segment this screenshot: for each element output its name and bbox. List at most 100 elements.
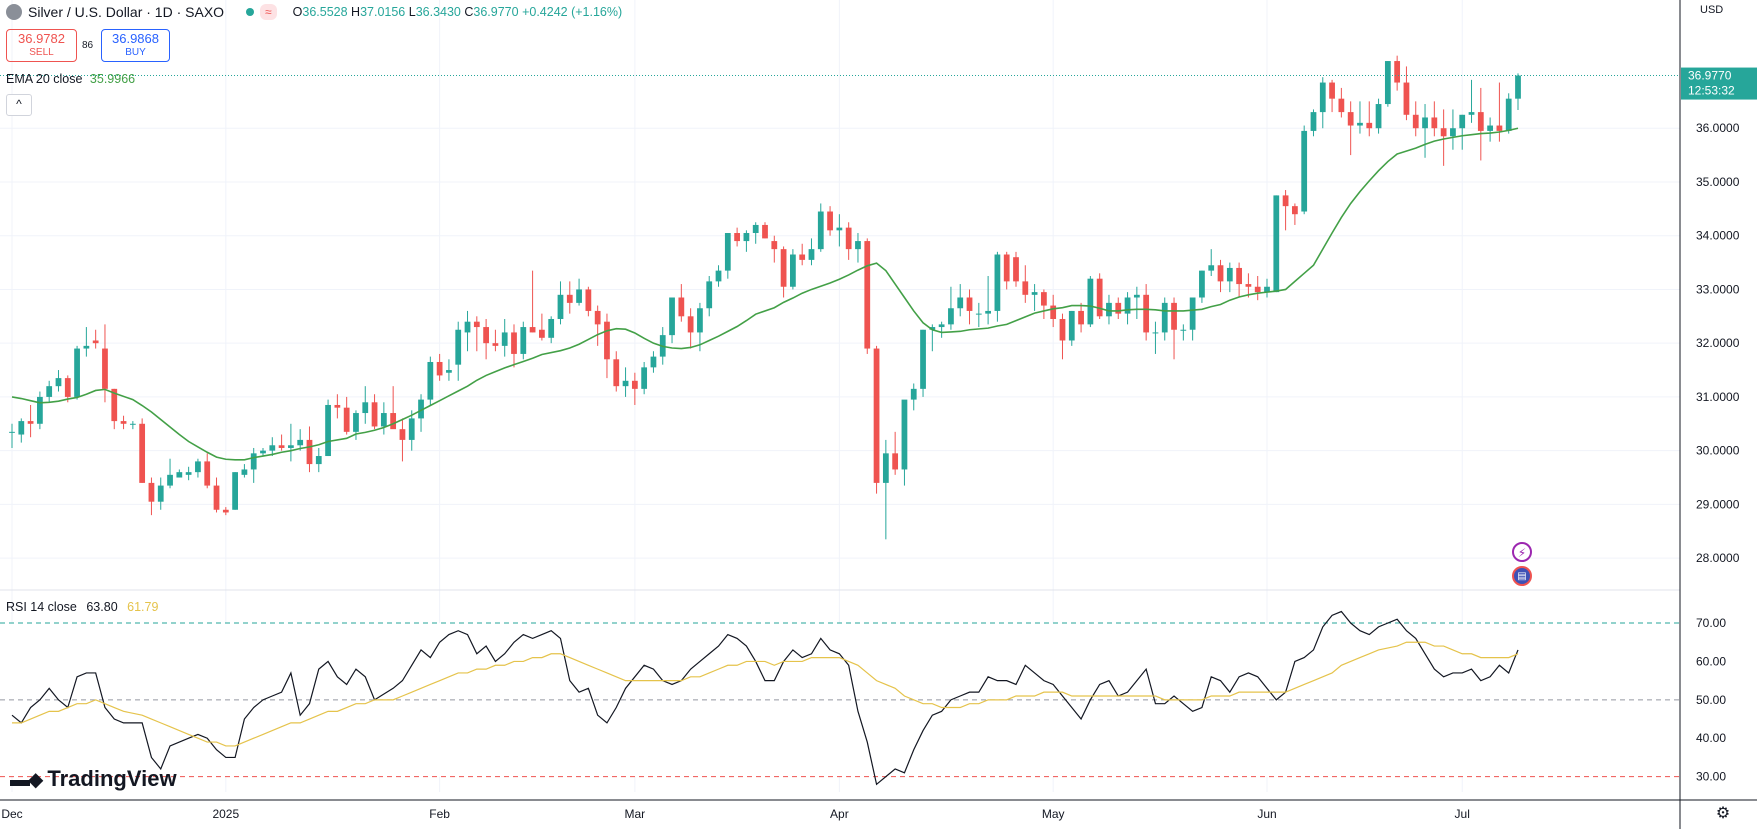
candle-body [855,241,861,250]
candle-body [1310,112,1317,131]
lightning-event-icon[interactable]: ⚡ [1512,542,1532,562]
candle-body [975,313,982,315]
time-tick-label: Jun [1257,807,1276,821]
candle-body [1422,117,1428,129]
high-value: 37.0156 [360,5,406,19]
market-status-icon[interactable] [246,8,255,16]
candle-body [836,227,843,231]
candle-body [529,327,536,333]
candle-body [83,345,90,349]
wave-icon[interactable]: ≈ [260,4,277,20]
candle-body [1440,128,1447,137]
candle-body [641,367,648,389]
countdown-value: 12:53:32 [1688,84,1735,98]
candle-body [1515,75,1521,99]
candle-body [492,343,499,346]
candle-body [1487,125,1493,131]
candle-body [102,348,108,389]
gear-icon[interactable]: ⚙ [1715,805,1731,822]
tradingview-logo[interactable]: ▬◆ TradingView [10,766,177,792]
price-tick-label: 30.0000 [1696,444,1740,458]
candle-body [390,413,397,430]
candle-body [576,289,582,303]
candle-body [1468,112,1475,115]
candle-body [1022,281,1029,295]
candle-body [1041,292,1047,306]
close-label: C [464,5,474,19]
candle-body [483,327,489,344]
rsi-value: 63.80 [86,600,118,614]
candle-body [1124,297,1131,314]
candle-body [343,407,350,432]
candle-body [129,423,136,425]
candle-body [37,396,43,424]
time-tick-label: Mar [625,807,646,821]
candle-body [511,332,517,354]
candle-body [1394,61,1401,83]
symbol-icon [6,4,22,20]
sell-button[interactable]: 36.9782 SELL [6,29,77,62]
candle-body [1329,82,1335,99]
candle-body [566,294,573,303]
candle-body [724,233,731,271]
candle-body [1459,114,1466,129]
symbol-title[interactable]: Silver / U.S. Dollar · 1D · SAXO [28,4,225,20]
candle-body [306,439,313,465]
candle-body [910,388,917,400]
candle-body [64,378,71,397]
candle-body [1143,294,1150,333]
candle-body [455,329,462,365]
candle-body [1412,114,1419,129]
time-tick-label: Jul [1455,807,1470,821]
candle-body [418,399,424,419]
candle-body [315,456,322,465]
candle-body [18,421,25,435]
rsi-line [11,610,1519,786]
candle-body [120,421,127,424]
high-label: H [351,5,361,19]
candle-body [1236,267,1242,285]
candle-body [1338,98,1345,113]
candle-body [1208,265,1215,271]
candle-body [1133,294,1140,298]
candle-body [399,429,406,440]
candle-body [1171,302,1177,330]
collapse-legend-button[interactable]: ^ [6,94,32,116]
currency-label[interactable]: USD [1700,4,1724,16]
candle-body [957,297,964,309]
candle-body [1087,278,1094,325]
candle-body [1273,195,1280,293]
candle-body [185,472,192,475]
candle-body [557,294,564,319]
candle-body [966,297,973,311]
candle-body [948,308,954,325]
candle-body [631,380,638,389]
candle-body [1217,265,1224,282]
buy-button[interactable]: 36.9868 BUY [101,29,170,62]
candle-body [436,361,443,376]
ema-legend[interactable]: EMA 20 close 35.9966 [6,72,135,86]
candle-body [687,316,694,333]
candle-body [520,327,527,354]
candle-body [1180,329,1187,331]
us-flag-event-icon[interactable]: ▤ [1512,566,1532,586]
candle-body [74,348,80,397]
candle-body [864,241,871,349]
candle-body [1282,195,1289,207]
candle-body [1319,82,1326,113]
candle-body [901,399,908,470]
candle-body [1096,278,1103,317]
tradingview-mark-icon: ▬◆ [10,768,43,791]
candle-body [1013,257,1019,282]
rsi-tick-label: 30.00 [1696,770,1726,784]
change-value: +0.4242 (+1.16%) [522,5,623,19]
candle-body [706,281,713,309]
symbol-legend[interactable]: Silver / U.S. Dollar · 1D · SAXO ≈ O36.5… [6,4,622,20]
candle-body [799,254,806,260]
candle-body [985,310,991,314]
candle-body [232,472,238,510]
rsi-legend[interactable]: RSI 14 close 63.80 61.79 [6,600,158,614]
candle-body [55,378,62,387]
candle-body [1106,302,1112,317]
